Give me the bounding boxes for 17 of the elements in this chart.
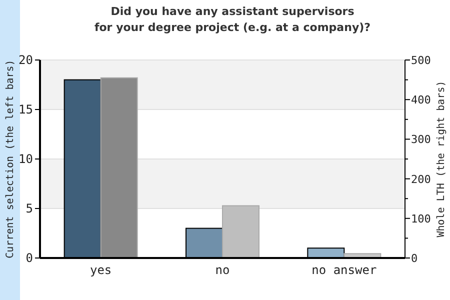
y-tick-label: 15: [18, 102, 33, 116]
chart-title: Did you have any assistant supervisors for your degree project (e.g. at a company)?: [94, 5, 371, 34]
y2-axis-title: Whole LTH (the right bars): [436, 80, 447, 238]
y-tick-label: 10: [18, 152, 33, 166]
y2-tick-label: 300: [411, 133, 431, 146]
x-tick-label: no answer: [312, 263, 377, 277]
x-tick-label: no: [215, 263, 230, 277]
y2-tick-label: 0: [411, 252, 418, 265]
y2-tick-label: 200: [411, 172, 431, 186]
y2-tick-label: 100: [411, 212, 431, 226]
y2-tick-label: 500: [411, 54, 431, 67]
y-tick-label: 5: [26, 202, 33, 216]
x-tick-label: yes: [90, 263, 112, 277]
y-axis-title: Current selection (the left bars): [5, 60, 16, 258]
y-tick-label: 0: [26, 251, 33, 265]
y-tick-label: 20: [18, 53, 33, 67]
y2-tick-label: 400: [411, 94, 431, 107]
